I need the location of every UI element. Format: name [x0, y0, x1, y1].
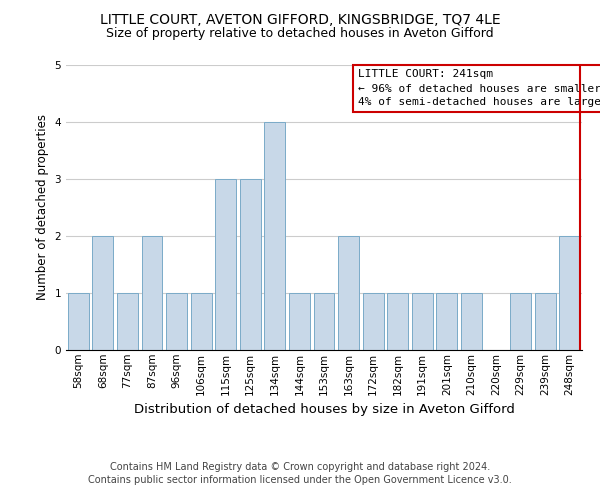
Bar — [240, 179, 261, 350]
Bar — [436, 293, 457, 350]
Bar — [68, 293, 89, 350]
Y-axis label: Number of detached properties: Number of detached properties — [36, 114, 49, 300]
Bar — [387, 293, 408, 350]
Bar — [559, 236, 580, 350]
Text: Size of property relative to detached houses in Aveton Gifford: Size of property relative to detached ho… — [106, 28, 494, 40]
Bar — [215, 179, 236, 350]
Bar — [92, 236, 113, 350]
Bar — [314, 293, 334, 350]
Bar — [117, 293, 138, 350]
Bar — [191, 293, 212, 350]
Text: Contains public sector information licensed under the Open Government Licence v3: Contains public sector information licen… — [88, 475, 512, 485]
Bar — [510, 293, 531, 350]
Bar — [166, 293, 187, 350]
Text: LITTLE COURT, AVETON GIFFORD, KINGSBRIDGE, TQ7 4LE: LITTLE COURT, AVETON GIFFORD, KINGSBRIDG… — [100, 12, 500, 26]
Bar — [142, 236, 163, 350]
Text: LITTLE COURT: 241sqm
← 96% of detached houses are smaller (27)
4% of semi-detach: LITTLE COURT: 241sqm ← 96% of detached h… — [358, 70, 600, 108]
Bar — [535, 293, 556, 350]
Bar — [338, 236, 359, 350]
Bar — [412, 293, 433, 350]
Bar — [362, 293, 383, 350]
Bar — [265, 122, 286, 350]
Bar — [461, 293, 482, 350]
Bar — [289, 293, 310, 350]
Text: Contains HM Land Registry data © Crown copyright and database right 2024.: Contains HM Land Registry data © Crown c… — [110, 462, 490, 472]
X-axis label: Distribution of detached houses by size in Aveton Gifford: Distribution of detached houses by size … — [134, 403, 514, 416]
